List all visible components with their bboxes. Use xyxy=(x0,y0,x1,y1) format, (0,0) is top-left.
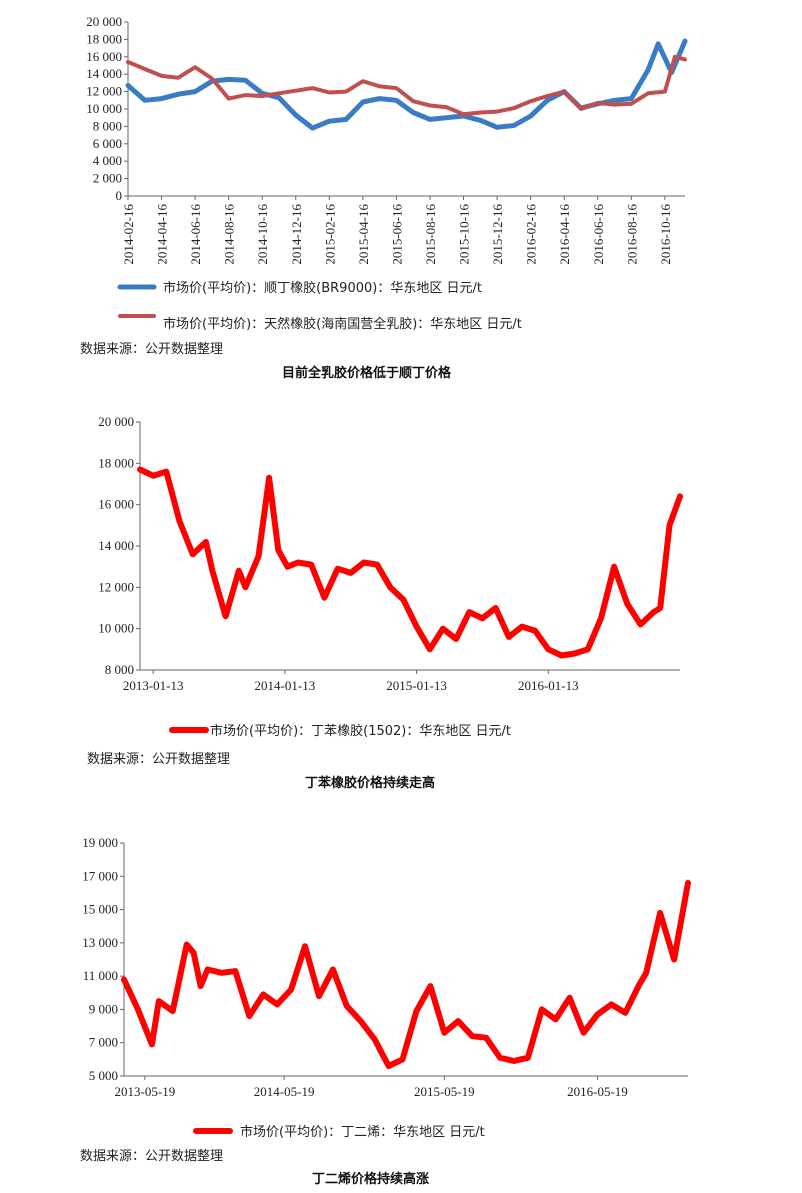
x-tick-label: 2014-04-16 xyxy=(155,204,170,265)
y-tick-label: 10 000 xyxy=(86,101,122,116)
legend-label: 市场价(平均价)：丁二烯：华东地区 日元/t xyxy=(240,1124,485,1140)
y-tick-label: 12 000 xyxy=(86,84,122,99)
series-line-1 xyxy=(125,38,688,131)
chart-caption: 丁二烯价格持续高涨 xyxy=(312,1172,430,1187)
data-source-note: 数据来源：公开数据整理 xyxy=(80,1149,224,1164)
x-tick-label: 2015-08-16 xyxy=(423,204,438,265)
x-tick-label: 2016-01-13 xyxy=(518,678,579,693)
x-tick-label: 2015-06-16 xyxy=(389,204,404,265)
y-tick-label: 5 000 xyxy=(89,1068,118,1083)
y-tick-label: 8 000 xyxy=(93,118,122,133)
legend-label: 市场价(平均价)：丁苯橡胶(1502)：华东地区 日元/t xyxy=(210,723,511,739)
y-tick-label: 10 000 xyxy=(98,621,134,636)
y-tick-label: 16 000 xyxy=(98,497,134,512)
x-tick-label: 2015-10-16 xyxy=(457,204,472,265)
x-tick-label: 2014-06-16 xyxy=(188,204,203,265)
y-tick-label: 2 000 xyxy=(93,171,122,186)
x-tick-label: 2014-05-19 xyxy=(254,1084,315,1099)
legend-label: 市场价(平均价)：天然橡胶(海南国营全乳胶)：华东地区 日元/t xyxy=(163,316,522,332)
y-tick-label: 12 000 xyxy=(98,579,134,594)
x-tick-label: 2016-02-16 xyxy=(524,204,539,265)
y-tick-label: 20 000 xyxy=(86,14,122,29)
x-tick-label: 2015-12-16 xyxy=(490,204,505,265)
x-tick-label: 2015-05-19 xyxy=(414,1084,475,1099)
x-tick-label: 2016-08-16 xyxy=(624,204,639,265)
x-tick-label: 2015-02-16 xyxy=(322,204,337,265)
x-tick-label: 2016-10-16 xyxy=(658,204,673,265)
chart-caption: 丁苯橡胶价格持续走高 xyxy=(305,776,436,791)
x-tick-label: 2015-01-13 xyxy=(386,678,447,693)
y-tick-label: 0 xyxy=(116,188,123,203)
y-tick-label: 19 000 xyxy=(82,835,118,850)
y-tick-label: 17 000 xyxy=(82,868,118,883)
series-line-1 xyxy=(137,466,683,659)
x-tick-label: 2014-01-13 xyxy=(255,678,316,693)
y-tick-label: 14 000 xyxy=(98,538,134,553)
x-tick-label: 2016-06-16 xyxy=(591,204,606,265)
x-tick-label: 2014-10-16 xyxy=(255,204,270,265)
y-tick-label: 14 000 xyxy=(86,66,122,81)
y-tick-label: 11 000 xyxy=(83,968,118,983)
series-line-1 xyxy=(121,879,691,1069)
x-tick-label: 2013-01-13 xyxy=(123,678,184,693)
y-tick-label: 18 000 xyxy=(86,31,122,46)
y-tick-label: 8 000 xyxy=(105,662,134,677)
y-tick-label: 18 000 xyxy=(98,455,134,470)
y-tick-label: 13 000 xyxy=(82,935,118,950)
y-tick-label: 9 000 xyxy=(89,1001,118,1016)
y-tick-label: 16 000 xyxy=(86,49,122,64)
x-tick-label: 2014-12-16 xyxy=(289,204,304,265)
x-tick-label: 2013-05-19 xyxy=(115,1084,176,1099)
x-tick-label: 2014-02-16 xyxy=(121,204,136,265)
y-tick-label: 4 000 xyxy=(93,153,122,168)
x-tick-label: 2016-04-16 xyxy=(557,204,572,265)
y-tick-label: 7 000 xyxy=(89,1035,118,1050)
chart-sbr-price: 20 000 18 000 16 000 14 000 12 000 10 000 8 00… xyxy=(98,414,683,739)
series-line-2 xyxy=(126,54,687,117)
chart-caption: 目前全乳胶价格低于顺丁价格 xyxy=(282,366,452,381)
y-tick-label: 6 000 xyxy=(93,136,122,151)
legend-label: 市场价(平均价)：顺丁橡胶(BR9000)：华东地区 日元/t xyxy=(163,280,482,296)
data-source-note: 数据来源：公开数据整理 xyxy=(87,752,231,767)
y-tick-label: 15 000 xyxy=(82,902,118,917)
chart-butadiene-price: 19 000 17 000 15 000 13 000 11 000 9 000 7 000… xyxy=(82,835,691,1140)
data-source-note: 数据来源：公开数据整理 xyxy=(80,342,224,357)
x-tick-label: 2016-05-19 xyxy=(567,1084,628,1099)
y-tick-label: 20 000 xyxy=(98,414,134,429)
chart-nbr-vs-natural-rubber: 20 000 18 000 16 000 14 000 12 000 10 000 8 00… xyxy=(86,14,688,332)
x-tick-label: 2014-08-16 xyxy=(222,204,237,265)
x-tick-label: 2015-04-16 xyxy=(356,204,371,265)
